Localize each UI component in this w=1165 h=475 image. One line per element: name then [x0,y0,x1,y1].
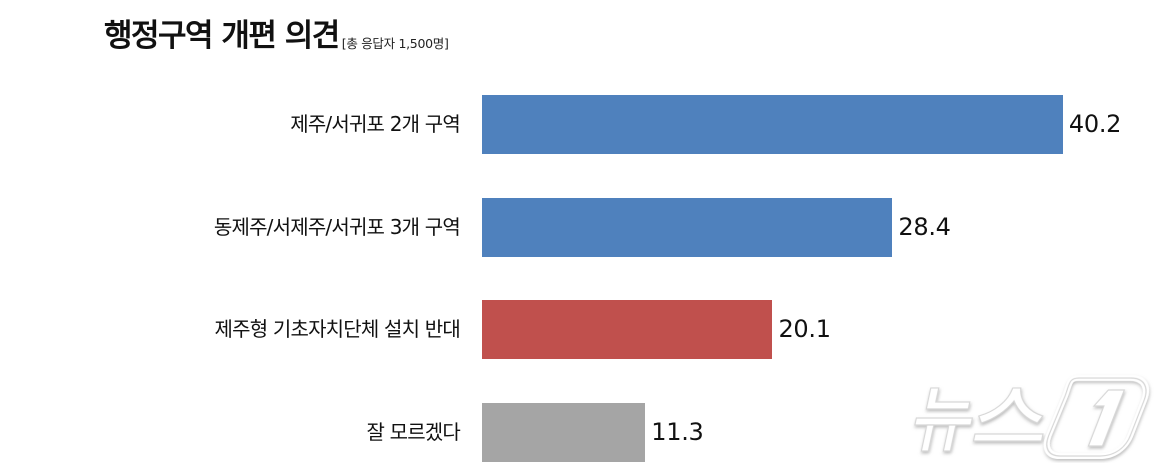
category-label: 제주/서귀포 2개 구역 [290,112,461,136]
chart-subtitle: [총 응답자 1,500명] [341,36,449,51]
bar-row: 제주형 기초자치단체 설치 반대 20.1 [0,300,1165,359]
category-label: 제주형 기초자치단체 설치 반대 [214,317,461,341]
news1-logo-icon [905,368,1155,463]
category-label: 잘 모르겠다 [366,420,460,444]
value-label: 28.4 [898,213,951,241]
bar-row: 잘 모르겠다 11.3 [0,403,1165,462]
chart-header: 행정구역 개편 의견 [총 응답자 1,500명] [104,16,449,56]
value-label: 20.1 [778,315,831,343]
value-label: 40.2 [1068,110,1122,138]
bar [482,300,773,359]
bar-row: 동제주/서제주/서귀포 3개 구역 28.4 [0,198,1165,257]
bar [482,403,646,462]
value-label: 11.3 [651,418,704,446]
bar [482,198,893,257]
category-label: 동제주/서제주/서귀포 3개 구역 [213,215,461,239]
bar [482,95,1063,154]
chart-title: 행정구역 개편 의견 [104,18,340,54]
bar-row: 제주/서귀포 2개 구역 40.2 [0,95,1165,154]
